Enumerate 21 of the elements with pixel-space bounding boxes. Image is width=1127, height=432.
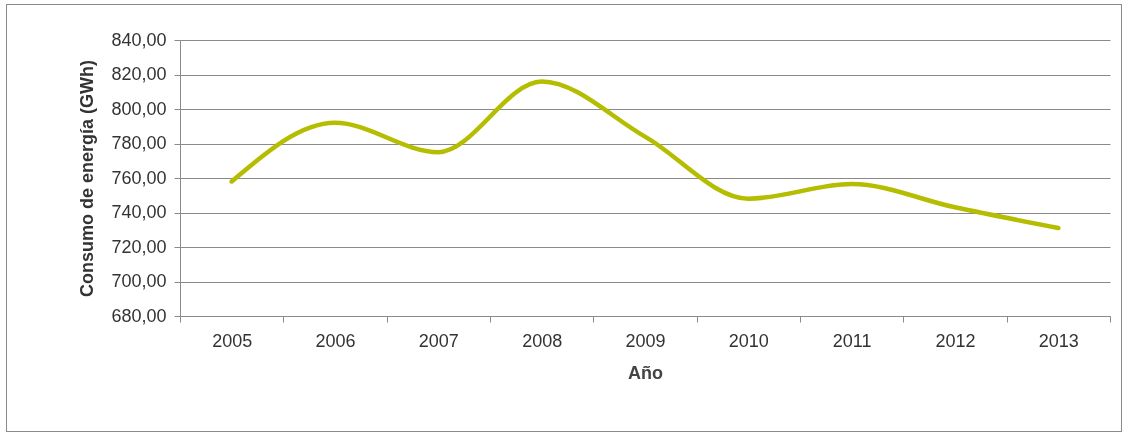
x-tick-label: 2007 [418, 330, 459, 351]
x-tick-label: 2013 [1038, 330, 1079, 351]
x-tick-label: 2012 [935, 330, 976, 351]
x-axis-title: Año [628, 362, 663, 383]
y-tick-label: 820,00 [111, 64, 167, 84]
x-tick-label: 2011 [832, 330, 872, 351]
x-tick-label: 2006 [315, 330, 356, 351]
x-tick-label: 2005 [212, 330, 253, 351]
y-tick-label: 760,00 [111, 167, 167, 188]
y-tick-label: 780,00 [111, 133, 167, 153]
line-series [229, 79, 1061, 231]
x-tick-label: 2008 [522, 330, 563, 351]
y-axis-title: Consumo de energía (GWh) [77, 59, 98, 298]
y-tick-label: 840,00 [111, 29, 167, 50]
y-tick-label: 700,00 [111, 271, 167, 291]
x-tick-label: 2010 [728, 330, 769, 351]
y-tick-label: 800,00 [111, 98, 167, 119]
y-tick-label: 740,00 [111, 202, 167, 222]
x-tick-label: 2009 [625, 330, 666, 351]
y-tick-label: 720,00 [111, 236, 167, 257]
y-tick-label: 680,00 [111, 305, 167, 326]
